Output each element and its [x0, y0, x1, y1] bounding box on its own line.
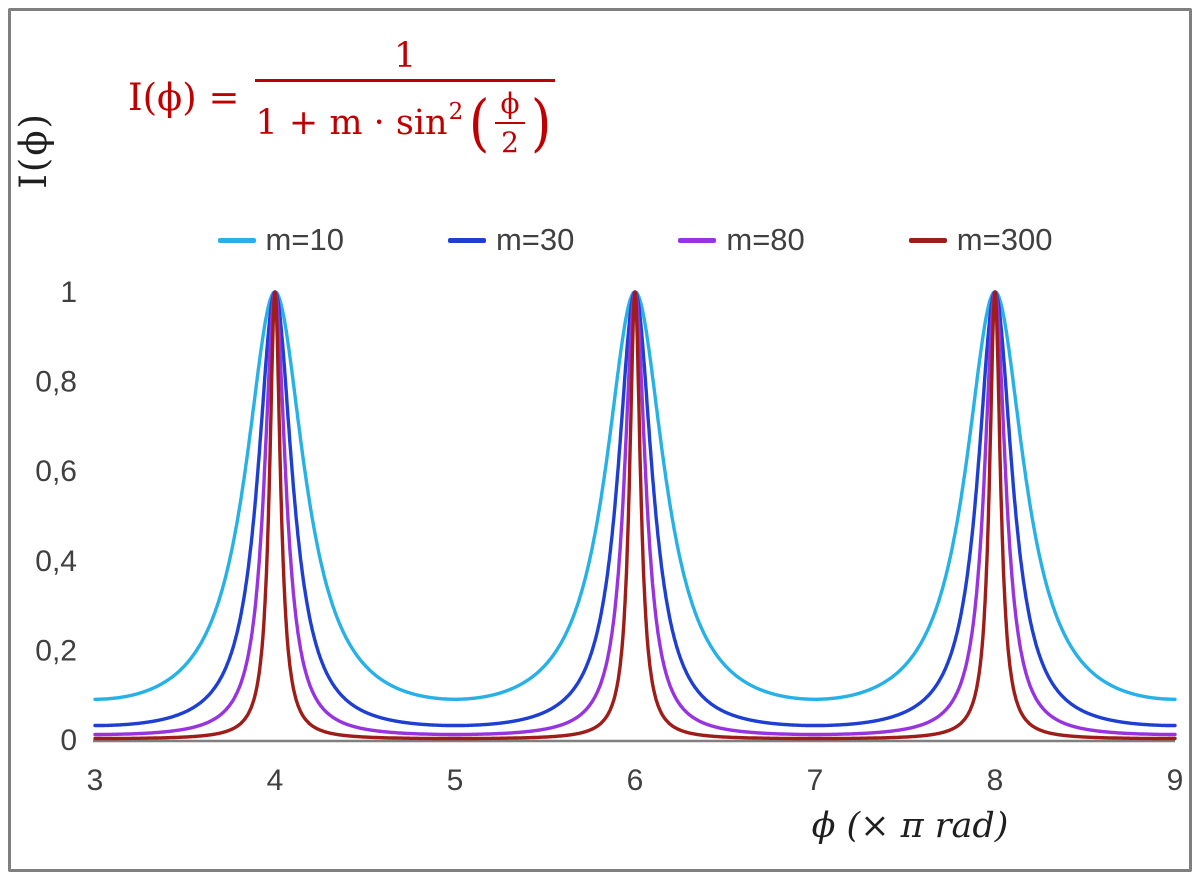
- x-tick-label: 4: [267, 764, 284, 797]
- x-tick-label: 5: [447, 764, 464, 797]
- legend-item: m=10: [217, 222, 344, 258]
- legend-swatch: [678, 237, 717, 243]
- inner-fraction: ϕ 2: [495, 87, 525, 159]
- y-tick-label: 0,2: [35, 634, 77, 667]
- curve-m=300: [93, 290, 1177, 741]
- legend-swatch: [217, 237, 256, 243]
- formula-denominator: 1 + m · sin 2 ( ϕ 2 ): [255, 82, 554, 159]
- open-paren: (: [469, 85, 490, 159]
- x-tick-label: 9: [1167, 764, 1184, 797]
- legend-label: m=10: [265, 222, 344, 257]
- legend-swatch: [908, 237, 947, 243]
- formula-fraction: 1 1 + m · sin 2 ( ϕ 2 ): [255, 36, 555, 159]
- x-axis-title: ϕ (× π rad): [811, 806, 1009, 846]
- denominator-text: 1 + m · sin: [255, 103, 448, 143]
- legend-label: m=80: [726, 222, 805, 257]
- formula-annotation: I(ϕ) = 1 1 + m · sin 2 ( ϕ 2 ): [128, 36, 555, 159]
- formula-numerator: 1: [393, 36, 417, 76]
- y-axis-title: I(ϕ): [12, 112, 55, 189]
- y-tick-label: 0,8: [35, 366, 77, 399]
- inner-denominator: 2: [501, 126, 519, 159]
- y-tick-label: 1: [60, 276, 77, 309]
- sin-exponent: 2: [448, 99, 464, 125]
- legend-label: m=30: [495, 222, 575, 257]
- legend-item: m=300: [908, 222, 1053, 258]
- inner-fraction-bar: [495, 122, 525, 124]
- y-tick-label: 0,6: [35, 455, 77, 488]
- legend-swatch: [447, 237, 486, 243]
- curve-m=80: [93, 290, 1177, 737]
- y-tick-label: 0,4: [35, 545, 77, 578]
- legend: m=10 m=30 m=80 m=300: [95, 222, 1175, 258]
- x-tick-label: 7: [807, 764, 824, 797]
- x-tick-label: 6: [627, 764, 644, 797]
- close-paren: ): [530, 85, 551, 159]
- curve-m=30: [93, 290, 1177, 728]
- y-tick-label: 0: [60, 724, 77, 757]
- x-tick-label: 8: [987, 764, 1004, 797]
- formula-lhs: I(ϕ) =: [128, 76, 240, 119]
- fraction-bar: [255, 79, 555, 82]
- legend-item: m=30: [447, 222, 575, 258]
- x-tick-label: 3: [87, 764, 104, 797]
- legend-item: m=80: [678, 222, 805, 258]
- legend-label: m=300: [956, 222, 1053, 257]
- inner-numerator: ϕ: [500, 87, 520, 120]
